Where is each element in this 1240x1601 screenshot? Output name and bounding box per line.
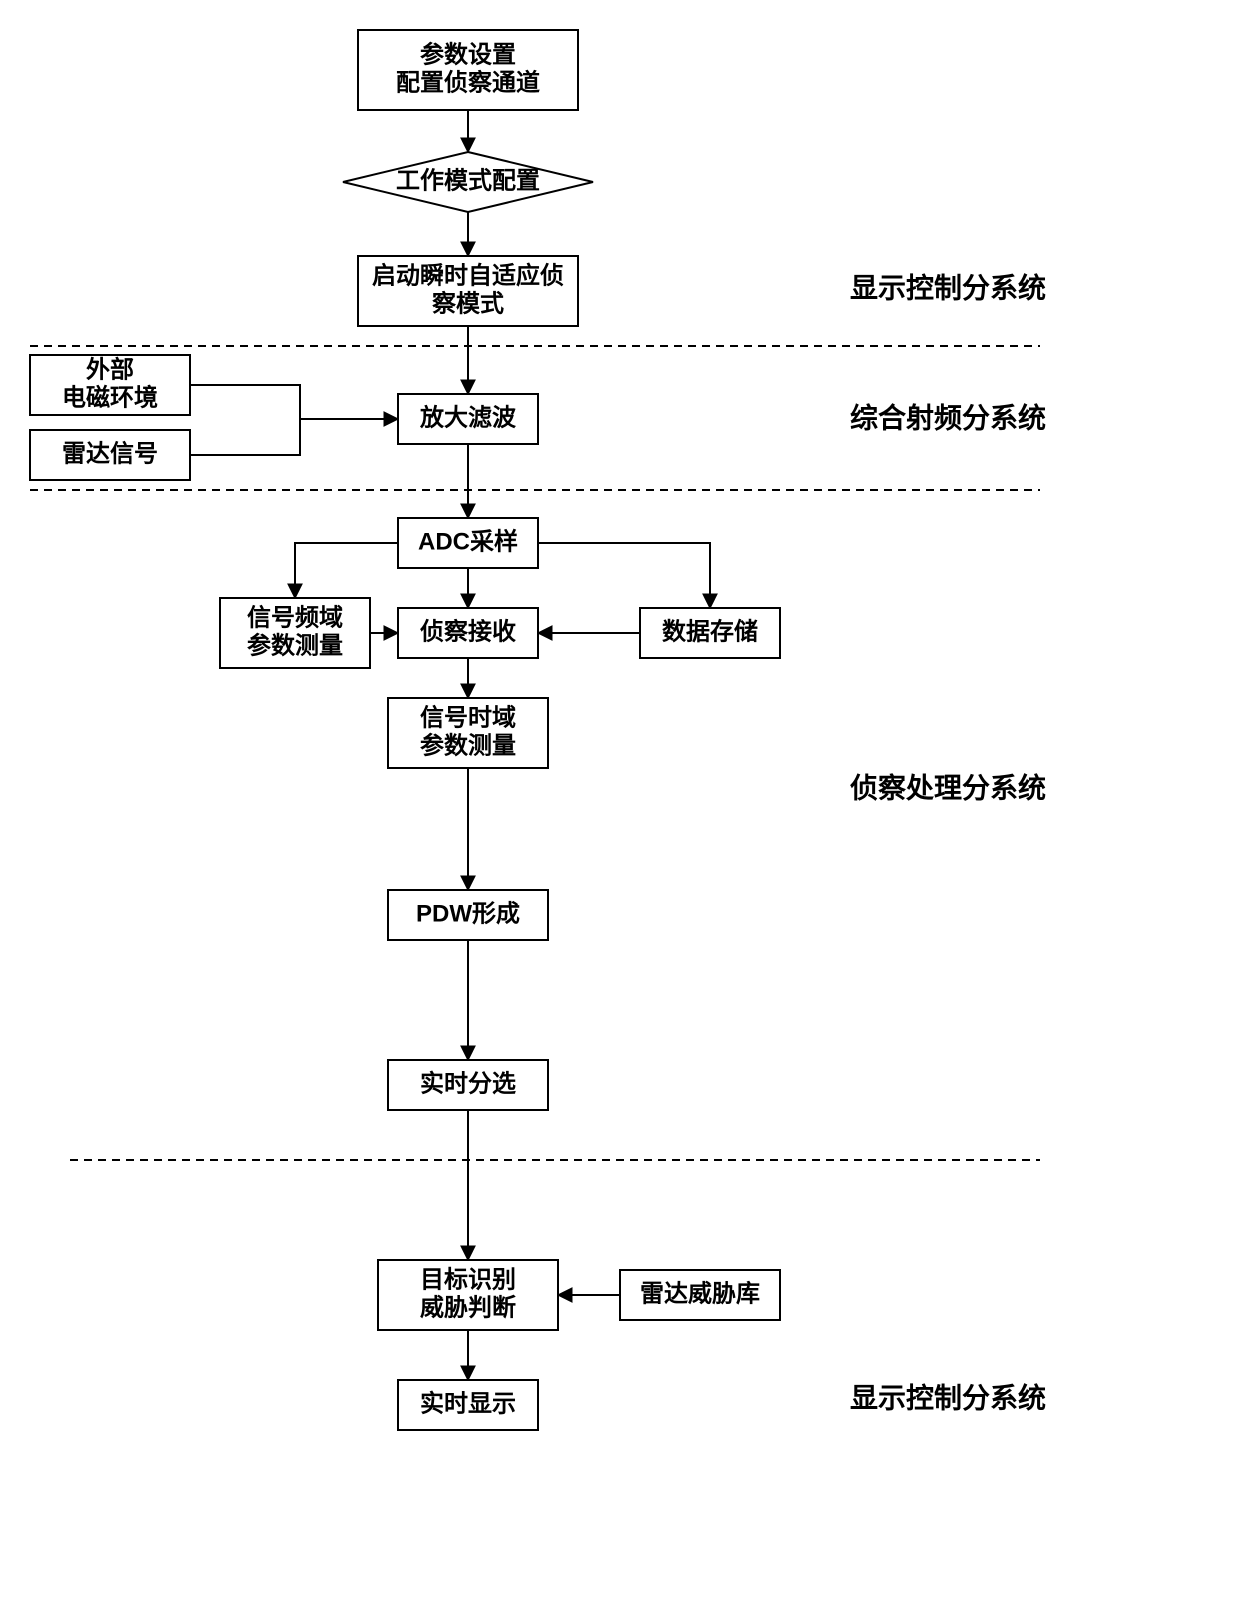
node-n2: 工作模式配置 — [343, 152, 593, 212]
section-label: 显示控制分系统 — [850, 271, 1046, 303]
node-label: 实时分选 — [420, 1069, 516, 1097]
node-n15: 雷达威胁库 — [620, 1270, 780, 1320]
node-label: 启动瞬时自适应侦 — [372, 261, 564, 289]
node-n8: 信号频域参数测量 — [220, 598, 370, 668]
node-label: 放大滤波 — [419, 403, 517, 431]
node-n10: 数据存储 — [640, 608, 780, 658]
node-label: 目标识别 — [420, 1266, 516, 1293]
node-n9: 侦察接收 — [398, 608, 538, 658]
edge — [538, 543, 710, 608]
node-label: 参数设置 — [420, 40, 516, 68]
node-n13: 实时分选 — [388, 1060, 548, 1110]
node-n1: 参数设置配置侦察通道 — [358, 30, 578, 110]
edge — [190, 385, 398, 419]
node-label: 数据存储 — [662, 617, 758, 645]
node-n5: 外部电磁环境 — [30, 355, 190, 415]
node-label: 实时显示 — [420, 1389, 516, 1417]
node-label: 信号频域 — [247, 603, 343, 631]
node-n16: 实时显示 — [398, 1380, 538, 1430]
section-label: 侦察处理分系统 — [850, 771, 1046, 803]
node-label: 参数测量 — [420, 731, 516, 759]
node-n12: PDW形成 — [388, 890, 548, 940]
flowchart-canvas: 参数设置配置侦察通道工作模式配置启动瞬时自适应侦察模式放大滤波外部电磁环境雷达信… — [0, 0, 1240, 1601]
node-label: 配置侦察通道 — [396, 68, 540, 96]
node-n4: 放大滤波 — [398, 394, 538, 444]
node-label: 工作模式配置 — [396, 167, 540, 194]
node-label: 威胁判断 — [420, 1293, 516, 1321]
node-label: 外部 — [86, 355, 134, 383]
node-n11: 信号时域参数测量 — [388, 698, 548, 768]
node-n7: ADC采样 — [398, 518, 538, 568]
node-label: 察模式 — [432, 289, 504, 317]
node-n3: 启动瞬时自适应侦察模式 — [358, 256, 578, 326]
node-n6: 雷达信号 — [30, 430, 190, 480]
node-label: PDW形成 — [416, 900, 520, 927]
section-label: 显示控制分系统 — [850, 1381, 1046, 1413]
edge — [190, 419, 398, 455]
node-label: 侦察接收 — [420, 617, 516, 645]
edge — [295, 543, 398, 598]
node-label: ADC采样 — [418, 527, 518, 555]
node-label: 参数测量 — [247, 631, 343, 659]
node-label: 雷达威胁库 — [640, 1279, 760, 1307]
section-label: 综合射频分系统 — [850, 401, 1046, 433]
node-label: 雷达信号 — [62, 439, 158, 467]
node-n14: 目标识别威胁判断 — [378, 1260, 558, 1330]
node-label: 电磁环境 — [62, 383, 158, 411]
node-label: 信号时域 — [420, 703, 516, 731]
